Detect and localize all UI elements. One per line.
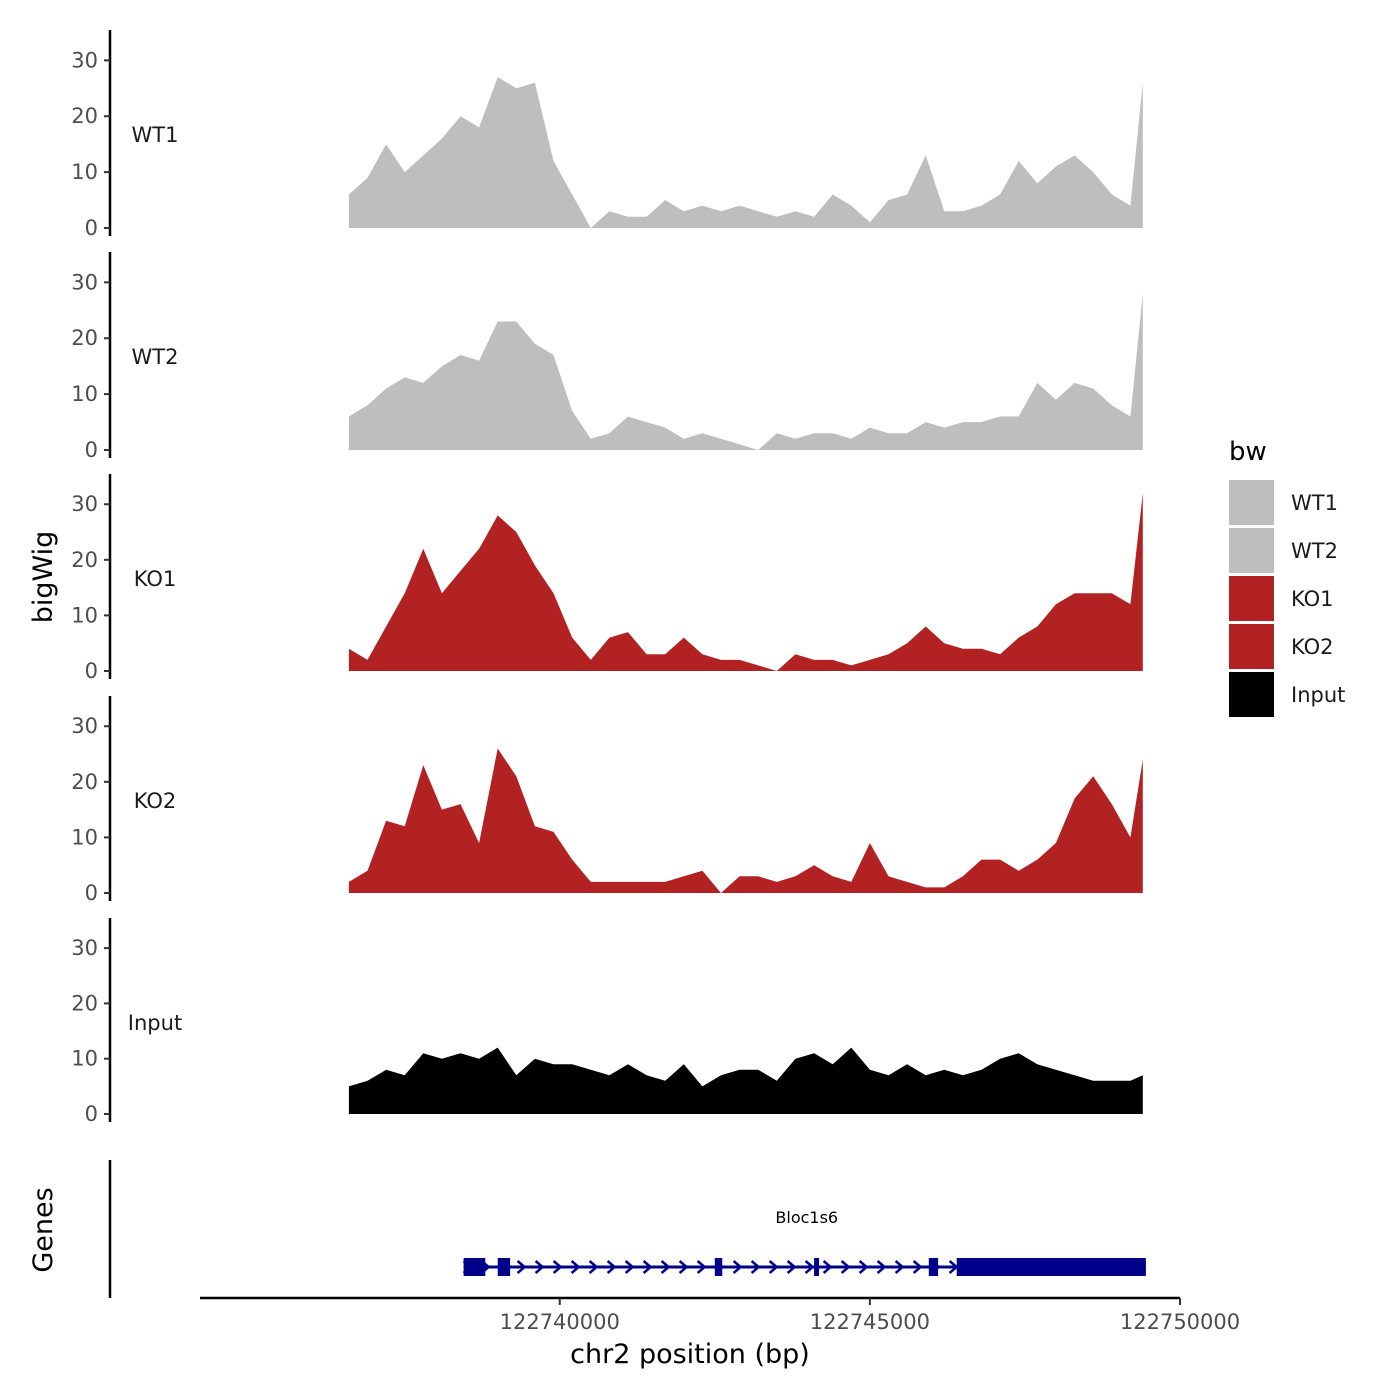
y-tick-label: 0 xyxy=(85,881,98,905)
gene-exon xyxy=(497,1258,511,1276)
y-tick-label: 10 xyxy=(71,603,98,627)
legend-key-ko2 xyxy=(1229,624,1274,669)
gene-name-label: Bloc1s6 xyxy=(775,1208,838,1227)
track-ko1: 0 10 20 30 KO1 xyxy=(71,474,1143,683)
x-tick-label: 122750000 xyxy=(1120,1310,1240,1334)
strand-arrow-icon xyxy=(822,1260,833,1274)
y-tick-label: 20 xyxy=(71,326,98,350)
strand-arrow-icon xyxy=(948,1260,959,1274)
strand-arrow-icon xyxy=(750,1260,761,1274)
signal-area-ko2 xyxy=(348,748,1143,893)
strand-arrow-icon xyxy=(552,1260,563,1274)
track-ko2: 0 10 20 30 KO2 xyxy=(71,696,1143,905)
strand-arrow-icon xyxy=(840,1260,851,1274)
strand-arrow-icon xyxy=(660,1260,671,1274)
y-tick-label: 30 xyxy=(71,270,98,294)
strand-arrow-icon xyxy=(534,1260,545,1274)
y-tick-label: 0 xyxy=(85,659,98,683)
strand-arrow-icon xyxy=(588,1260,599,1274)
signal-area-input xyxy=(348,1047,1143,1114)
track-input: 0 10 20 30 Input xyxy=(71,918,1143,1126)
strand-arrow-icon xyxy=(624,1260,635,1274)
strand-arrow-icon xyxy=(876,1260,887,1274)
legend-label-wt1: WT1 xyxy=(1291,491,1338,515)
track-label-ko2: KO2 xyxy=(134,789,177,813)
gene-panel-title: Genes xyxy=(28,1187,59,1272)
track-label-ko1: KO1 xyxy=(134,567,177,591)
x-tick-label: 122745000 xyxy=(810,1310,930,1334)
legend-label-ko1: KO1 xyxy=(1291,587,1334,611)
track-label-wt2: WT2 xyxy=(132,345,179,369)
y-tick-label: 10 xyxy=(71,1047,98,1071)
strand-arrow-icon xyxy=(858,1260,869,1274)
gene-exon xyxy=(463,1258,486,1276)
signal-area-wt1 xyxy=(348,77,1143,228)
strand-arrow-icon xyxy=(678,1260,689,1274)
y-tick-label: 20 xyxy=(71,104,98,128)
strand-arrow-icon xyxy=(768,1260,779,1274)
signal-area-wt2 xyxy=(348,293,1143,450)
signal-tracks: 0 10 20 30 WT1 0 10 20 30 WT2 0 10 20 30 KO1 0 10 20 30 KO2… xyxy=(71,30,1143,1126)
strand-arrow-icon xyxy=(894,1260,905,1274)
y-tick-label: 20 xyxy=(71,770,98,794)
strand-arrow-icon xyxy=(606,1260,617,1274)
strand-arrow-icon xyxy=(786,1260,797,1274)
y-tick-label: 20 xyxy=(71,991,98,1015)
gene-exon xyxy=(928,1258,939,1276)
gene-exon xyxy=(814,1258,820,1276)
y-tick-label: 0 xyxy=(85,1102,98,1126)
strand-arrow-icon xyxy=(912,1260,923,1274)
legend-key-wt1 xyxy=(1229,480,1274,525)
gene-exon xyxy=(714,1258,723,1276)
y-tick-label: 20 xyxy=(71,548,98,572)
x-tick-label: 122740000 xyxy=(500,1310,620,1334)
strand-arrow-icon xyxy=(516,1260,527,1274)
y-tick-label: 30 xyxy=(71,48,98,72)
x-axis: 122740000 122745000 122750000 xyxy=(200,1296,1240,1334)
y-axis-title: bigWig xyxy=(28,531,59,624)
track-label-input: Input xyxy=(128,1011,182,1035)
track-label-wt1: WT1 xyxy=(132,123,179,147)
gene-exon xyxy=(956,1258,1146,1276)
strand-arrow-icon xyxy=(570,1260,581,1274)
legend-label-input: Input xyxy=(1291,683,1345,707)
y-tick-label: 0 xyxy=(85,216,98,240)
legend: bw WT1 WT2 KO1 KO2 Input xyxy=(1229,437,1345,717)
y-tick-label: 0 xyxy=(85,438,98,462)
legend-label-wt2: WT2 xyxy=(1291,539,1338,563)
y-tick-label: 30 xyxy=(71,492,98,516)
y-tick-label: 10 xyxy=(71,382,98,406)
x-axis-title: chr2 position (bp) xyxy=(570,1339,810,1370)
y-tick-label: 30 xyxy=(71,936,98,960)
legend-key-input xyxy=(1229,672,1274,717)
y-tick-label: 10 xyxy=(71,160,98,184)
strand-arrow-icon xyxy=(732,1260,743,1274)
y-tick-label: 10 xyxy=(71,825,98,849)
signal-area-ko1 xyxy=(348,493,1143,671)
strand-arrow-icon xyxy=(696,1260,707,1274)
legend-key-wt2 xyxy=(1229,528,1274,573)
gene-panel: Bloc1s6 xyxy=(108,1160,1146,1298)
y-tick-label: 30 xyxy=(71,714,98,738)
strand-arrow-icon xyxy=(642,1260,653,1274)
legend-key-ko1 xyxy=(1229,576,1274,621)
strand-arrow-icon xyxy=(804,1260,815,1274)
track-wt2: 0 10 20 30 WT2 xyxy=(71,252,1143,462)
legend-title: bw xyxy=(1229,437,1267,467)
legend-label-ko2: KO2 xyxy=(1291,635,1334,659)
track-wt1: 0 10 20 30 WT1 xyxy=(71,30,1143,240)
